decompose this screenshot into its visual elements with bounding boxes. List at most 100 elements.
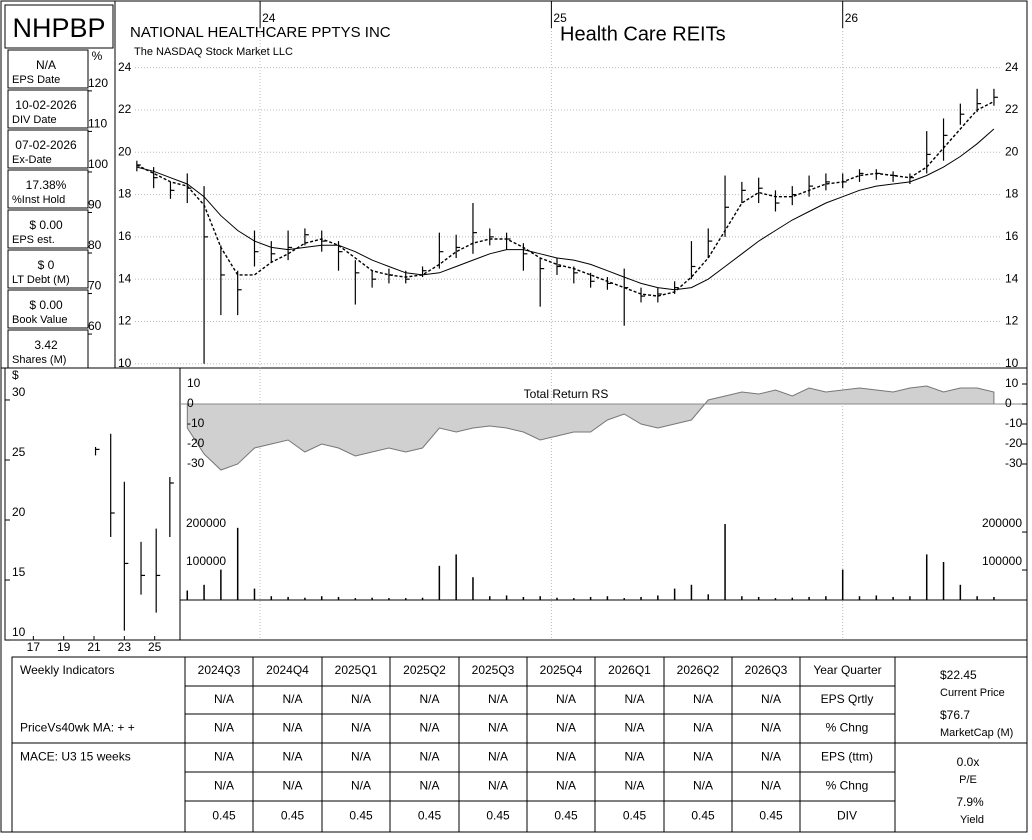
volume-bar <box>841 569 844 600</box>
table-cell: N/A <box>556 750 576 764</box>
stat-label: Shares (M) <box>12 354 66 366</box>
volume-bar <box>707 594 709 600</box>
table-cell: N/A <box>624 721 644 735</box>
y-tick-label-right: 20 <box>1005 144 1019 158</box>
table-cell: N/A <box>282 721 302 735</box>
volume-bar <box>606 596 609 600</box>
stat-box <box>7 209 89 249</box>
stat-value: 17.38% <box>26 178 67 192</box>
stat-box <box>7 89 89 129</box>
table-cell: N/A <box>282 779 302 793</box>
table-cell: N/A <box>761 721 781 735</box>
table-cell: N/A <box>693 750 713 764</box>
volume-bar <box>673 588 676 600</box>
volume-bar <box>741 596 743 600</box>
table-cell: N/A <box>214 692 234 706</box>
table-cell: 0.45 <box>349 809 373 823</box>
volume-bar <box>304 597 306 600</box>
mini-y-tick-label: 30 <box>12 385 26 399</box>
mini-chart-frame <box>4 367 181 641</box>
mini-y-tick-label: 25 <box>12 445 26 459</box>
summary-label: MarketCap (M) <box>940 727 1013 739</box>
table-header: 2026Q3 <box>745 663 788 677</box>
volume-bar <box>757 596 760 600</box>
volume-bar <box>657 595 659 600</box>
rs-tick-label-right: 10 <box>1005 376 1019 390</box>
pct-tick-label: 110 <box>88 117 107 131</box>
volume-bar <box>556 597 558 600</box>
volume-bar <box>976 596 978 600</box>
stat-label: EPS est. <box>12 234 55 246</box>
table-frame <box>11 656 1028 833</box>
ticker: NHPBP <box>12 13 105 43</box>
summary-label: P/E <box>959 774 977 786</box>
stat-box <box>7 249 89 289</box>
rs-tick-label-right: 0 <box>1005 396 1012 410</box>
table-header: 2024Q3 <box>198 663 241 677</box>
table-cell: 0.45 <box>759 809 783 823</box>
mini-x-tick-label: 19 <box>57 640 71 654</box>
volume-bar <box>993 596 995 600</box>
table-cell: N/A <box>351 721 371 735</box>
stat-label: DIV Date <box>12 114 57 126</box>
rs-tick-label-right: -10 <box>1005 416 1023 430</box>
stat-value: $ 0 <box>38 258 55 272</box>
table-cell: N/A <box>214 721 234 735</box>
volume-bar <box>287 596 289 600</box>
volume-bar <box>909 596 911 600</box>
stat-label: LT Debt (M) <box>12 274 70 286</box>
volume-bar <box>589 596 592 600</box>
mini-x-tick-label: 17 <box>27 640 41 654</box>
y-tick-label-right: 10 <box>1005 356 1019 370</box>
volume-bar <box>404 598 407 600</box>
table-cell: N/A <box>419 692 439 706</box>
y-tick-label-right: 12 <box>1005 314 1019 328</box>
y-tick-label-right: 16 <box>1005 229 1019 243</box>
table-cell: N/A <box>761 750 781 764</box>
mini-y-label: $ <box>12 368 19 382</box>
mini-x-tick-label: 21 <box>87 640 101 654</box>
table-cell: 0.45 <box>623 809 647 823</box>
table-cell: N/A <box>693 779 713 793</box>
volume-bar <box>354 598 357 600</box>
x-tick-label: 24 <box>262 11 276 25</box>
stat-box <box>7 289 89 329</box>
stat-value: 3.42 <box>34 338 58 352</box>
mini-x-tick-label: 23 <box>118 640 132 654</box>
y-tick-label: 22 <box>118 102 132 116</box>
stat-box <box>7 49 89 89</box>
volume-bar <box>573 598 575 600</box>
y-tick-label-right: 24 <box>1005 60 1019 74</box>
pct-tick-label: 120 <box>88 76 108 90</box>
y-tick-label: 16 <box>118 229 132 243</box>
volume-bar <box>724 524 726 600</box>
volume-bar <box>489 596 491 600</box>
volume-bar <box>220 569 222 600</box>
table-cell: N/A <box>488 779 508 793</box>
table-cell: N/A <box>761 779 781 793</box>
pct-tick-label: 100 <box>88 157 108 171</box>
stat-value: 07-02-2026 <box>15 138 77 152</box>
stat-value: $ 0.00 <box>29 298 63 312</box>
stat-box <box>7 129 89 169</box>
volume-bar <box>959 584 962 600</box>
rs-tick-label: 0 <box>187 396 194 410</box>
summary-label: Current Price <box>940 687 1005 699</box>
row-metric: % Chng <box>826 779 869 793</box>
volume-bar <box>791 597 794 600</box>
table-cell: N/A <box>214 779 234 793</box>
volume-bar <box>505 595 508 600</box>
table-cell: N/A <box>351 750 371 764</box>
table-cell: 0.45 <box>418 809 442 823</box>
volume-bar <box>925 554 928 600</box>
table-cell: N/A <box>556 721 576 735</box>
table-cell: N/A <box>419 779 439 793</box>
table-cell: N/A <box>351 692 371 706</box>
volume-bar <box>236 527 239 600</box>
table-cell: N/A <box>419 721 439 735</box>
company-name: NATIONAL HEALTHCARE PPTYS INC <box>130 24 391 41</box>
summary-value: $76.7 <box>940 708 970 722</box>
table-header: 2026Q2 <box>677 663 720 677</box>
